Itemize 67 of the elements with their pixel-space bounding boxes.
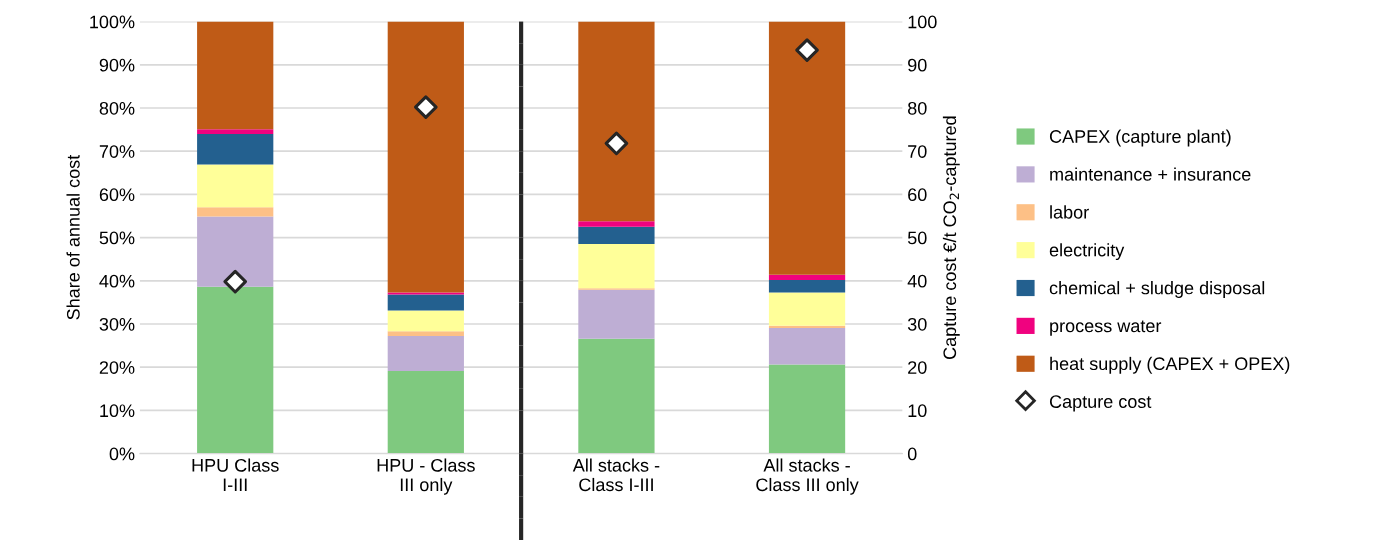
y-tick-label: 60% bbox=[99, 188, 135, 202]
legend-label: heat supply (CAPEX + OPEX) bbox=[1050, 356, 1290, 374]
y2-tick-label: 90 bbox=[908, 58, 927, 72]
y2-tick-label: 10 bbox=[908, 404, 927, 418]
bar bbox=[197, 216, 274, 287]
bar bbox=[768, 292, 846, 326]
x-tick-label: HPU Class I-III bbox=[192, 458, 279, 491]
y-axis-title: Share of annual cost bbox=[66, 154, 80, 320]
y-tick-label: 20% bbox=[99, 361, 135, 374]
point bbox=[223, 269, 248, 294]
y2-tick-label: 60 bbox=[908, 188, 927, 202]
y-tick-label: 80% bbox=[99, 101, 135, 115]
x-tick-label: All stacks - Class I-III bbox=[572, 458, 660, 492]
bar bbox=[768, 364, 846, 454]
y-tick-label: 100% bbox=[90, 15, 135, 29]
y2-tick-label: 70 bbox=[908, 145, 927, 158]
bar bbox=[578, 221, 655, 227]
bar bbox=[578, 226, 655, 245]
bar bbox=[578, 244, 655, 289]
y-tick-label: 10% bbox=[100, 404, 135, 418]
point bbox=[795, 38, 819, 62]
y-tick-label: 90% bbox=[99, 58, 135, 72]
bar bbox=[768, 279, 846, 293]
bar bbox=[387, 21, 464, 293]
legend-label: process water bbox=[1050, 320, 1162, 336]
bar bbox=[387, 371, 464, 454]
y-tick-label: 30% bbox=[99, 317, 135, 331]
bar bbox=[387, 336, 464, 372]
point bbox=[413, 95, 438, 119]
bar bbox=[578, 338, 655, 454]
y2-tick-label: 30 bbox=[907, 317, 927, 331]
y2-tick-label: 100 bbox=[908, 15, 937, 29]
bar bbox=[197, 207, 274, 217]
y-tick-label: 40% bbox=[99, 274, 135, 288]
y-tick-label: 50% bbox=[99, 231, 135, 245]
y2-tick-label: 40 bbox=[907, 274, 927, 288]
legend-label: Capture cost bbox=[1049, 395, 1152, 412]
legend-label: labor bbox=[1050, 205, 1089, 219]
legend-label: CAPEX (capture plant) bbox=[1049, 129, 1231, 147]
bar bbox=[197, 129, 274, 134]
bar bbox=[387, 331, 464, 337]
bar bbox=[197, 21, 274, 130]
bar bbox=[387, 294, 464, 311]
legend-label: chemical + sludge disposal bbox=[1049, 281, 1265, 298]
y2-axis-title: Capture cost €/t CO$_{2}$-captured bbox=[942, 116, 960, 360]
bar bbox=[578, 289, 655, 339]
bar bbox=[387, 292, 464, 295]
bar bbox=[768, 327, 846, 365]
legend-label: electricity bbox=[1049, 243, 1125, 261]
bar bbox=[197, 286, 274, 454]
y2-tick-label: 50 bbox=[907, 231, 927, 245]
bar bbox=[768, 274, 846, 280]
bar bbox=[768, 21, 846, 275]
bar bbox=[387, 310, 464, 332]
y2-tick-label: 80 bbox=[908, 101, 927, 115]
x-tick-label: All stacks - Class III only bbox=[756, 458, 859, 495]
bar bbox=[578, 21, 655, 222]
point bbox=[604, 131, 629, 156]
legend-label: maintenance + insurance bbox=[1050, 167, 1251, 181]
y-tick-label: 0% bbox=[109, 447, 135, 461]
bar bbox=[197, 164, 274, 208]
bar bbox=[197, 133, 274, 165]
x-tick-label: HPU - Class III only bbox=[377, 458, 475, 495]
y2-tick-label: 0 bbox=[907, 447, 917, 461]
y-tick-label: 70% bbox=[99, 145, 135, 158]
bar bbox=[768, 325, 846, 328]
y2-tick-label: 20 bbox=[908, 361, 927, 374]
